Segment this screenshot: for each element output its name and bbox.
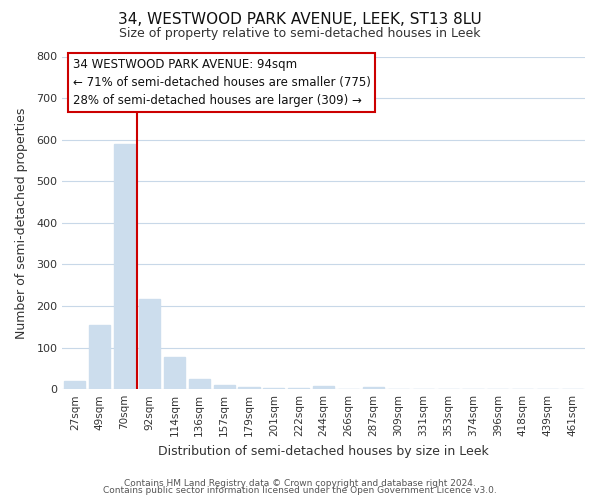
Text: Contains public sector information licensed under the Open Government Licence v3: Contains public sector information licen…	[103, 486, 497, 495]
Bar	[238, 387, 260, 389]
Bar	[188, 379, 210, 389]
Bar	[114, 144, 135, 389]
Bar	[313, 386, 334, 389]
Text: 34 WESTWOOD PARK AVENUE: 94sqm
← 71% of semi-detached houses are smaller (775)
2: 34 WESTWOOD PARK AVENUE: 94sqm ← 71% of …	[73, 58, 371, 107]
Bar	[363, 387, 384, 389]
Bar	[164, 356, 185, 389]
Bar	[214, 385, 235, 389]
Bar	[64, 381, 85, 389]
Text: Contains HM Land Registry data © Crown copyright and database right 2024.: Contains HM Land Registry data © Crown c…	[124, 478, 476, 488]
X-axis label: Distribution of semi-detached houses by size in Leek: Distribution of semi-detached houses by …	[158, 444, 489, 458]
Bar	[263, 388, 284, 389]
Text: 34, WESTWOOD PARK AVENUE, LEEK, ST13 8LU: 34, WESTWOOD PARK AVENUE, LEEK, ST13 8LU	[118, 12, 482, 28]
Bar	[139, 298, 160, 389]
Y-axis label: Number of semi-detached properties: Number of semi-detached properties	[15, 107, 28, 338]
Bar	[89, 324, 110, 389]
Text: Size of property relative to semi-detached houses in Leek: Size of property relative to semi-detach…	[119, 28, 481, 40]
Bar	[288, 388, 310, 389]
